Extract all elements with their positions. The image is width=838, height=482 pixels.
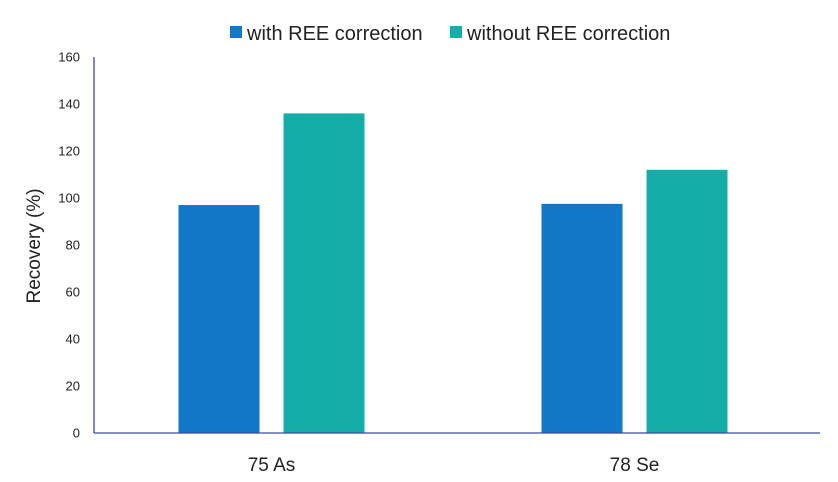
legend-label-with-ree-correction: with REE correction bbox=[246, 23, 423, 45]
bar-without-ree-correction-75-as bbox=[283, 113, 365, 434]
y-axis-ticks: 0 20 40 60 80 100 120 140 160 bbox=[58, 50, 80, 441]
y-tick-label: 100 bbox=[58, 191, 80, 206]
bar-with-ree-correction-78-se bbox=[541, 203, 623, 433]
y-tick-label: 0 bbox=[73, 426, 80, 441]
y-axis-title: Recovery (%) bbox=[24, 188, 45, 303]
bar-with-ree-correction-75-as bbox=[178, 205, 260, 433]
x-tick-label: 75 As bbox=[248, 455, 296, 476]
bars bbox=[178, 113, 728, 434]
y-tick-label: 140 bbox=[58, 97, 80, 112]
chart-legend: with REE correction without REE correcti… bbox=[230, 23, 670, 45]
bar-without-ree-correction-78-se bbox=[646, 169, 728, 434]
x-tick-label: 78 Se bbox=[610, 455, 660, 476]
y-tick-label: 160 bbox=[58, 50, 80, 65]
legend-swatch-with-ree-correction bbox=[230, 26, 242, 38]
y-tick-label: 80 bbox=[66, 238, 80, 253]
legend-label-without-ree-correction: without REE correction bbox=[466, 23, 670, 45]
x-axis-labels: 75 As 78 Se bbox=[248, 455, 660, 476]
y-tick-label: 20 bbox=[66, 379, 80, 394]
y-tick-label: 40 bbox=[66, 332, 80, 347]
y-tick-label: 60 bbox=[66, 285, 80, 300]
legend-swatch-without-ree-correction bbox=[450, 26, 462, 38]
y-tick-label: 120 bbox=[58, 144, 80, 159]
